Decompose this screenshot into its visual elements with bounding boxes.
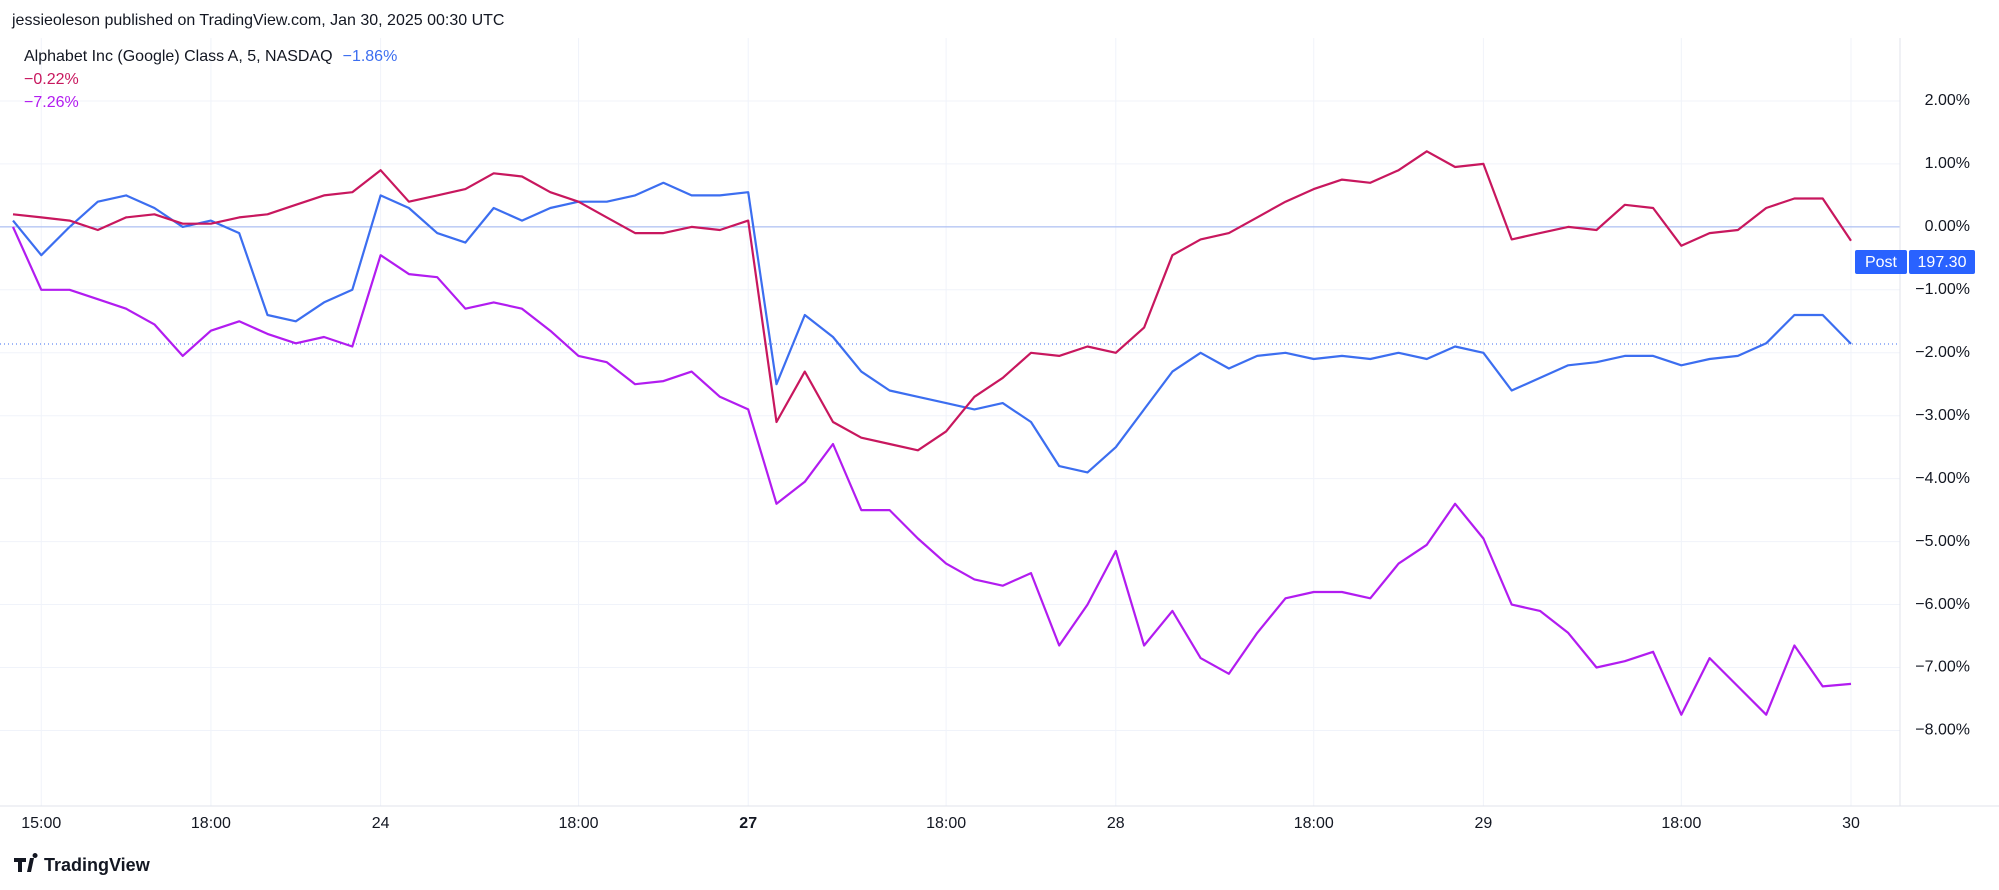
y-tick-label: −1.00% [1915, 281, 1970, 298]
x-tick-label: 18:00 [1661, 815, 1701, 832]
series-line [12, 181, 1852, 474]
x-tick-label: 24 [372, 815, 390, 832]
price-tag-label: Post [1865, 254, 1898, 271]
x-tick-label: 18:00 [191, 815, 231, 832]
x-tick-label: 30 [1842, 815, 1860, 832]
price-tag-price: 197.30 [1918, 254, 1967, 271]
x-tick-label: 27 [739, 815, 757, 832]
x-tick-label: 18:00 [926, 815, 966, 832]
y-tick-label: 0.00% [1925, 218, 1970, 235]
y-tick-label: 1.00% [1925, 155, 1970, 172]
series-line [12, 150, 1852, 452]
y-tick-label: −6.00% [1915, 596, 1970, 613]
y-tick-label: −4.00% [1915, 470, 1970, 487]
legend-name: Alphabet Inc (Google) Class A, 5, NASDAQ [24, 48, 333, 65]
footer-brand: TradingView [44, 855, 151, 875]
y-tick-label: −7.00% [1915, 659, 1970, 676]
x-tick-label: 29 [1475, 815, 1493, 832]
y-tick-label: −3.00% [1915, 407, 1970, 424]
y-tick-label: −8.00% [1915, 722, 1970, 739]
x-tick-label: 18:00 [559, 815, 599, 832]
legend-value: −1.86% [343, 48, 398, 65]
price-tag-bg [1909, 250, 1975, 274]
header: jessieoleson published on TradingView.co… [11, 12, 504, 29]
x-tick-label: 18:00 [1294, 815, 1334, 832]
x-tick-label: 28 [1107, 815, 1125, 832]
logo [14, 853, 38, 872]
series-line [11, 226, 1852, 716]
y-tick-label: −5.00% [1915, 533, 1970, 550]
y-tick-label: 2.00% [1925, 92, 1970, 109]
legend-value: −0.22% [24, 71, 79, 88]
legend-value: −7.26% [24, 94, 79, 111]
x-tick-label: 15:00 [21, 815, 61, 832]
price-tag-label-bg [1855, 250, 1907, 274]
y-tick-label: −2.00% [1915, 344, 1970, 361]
